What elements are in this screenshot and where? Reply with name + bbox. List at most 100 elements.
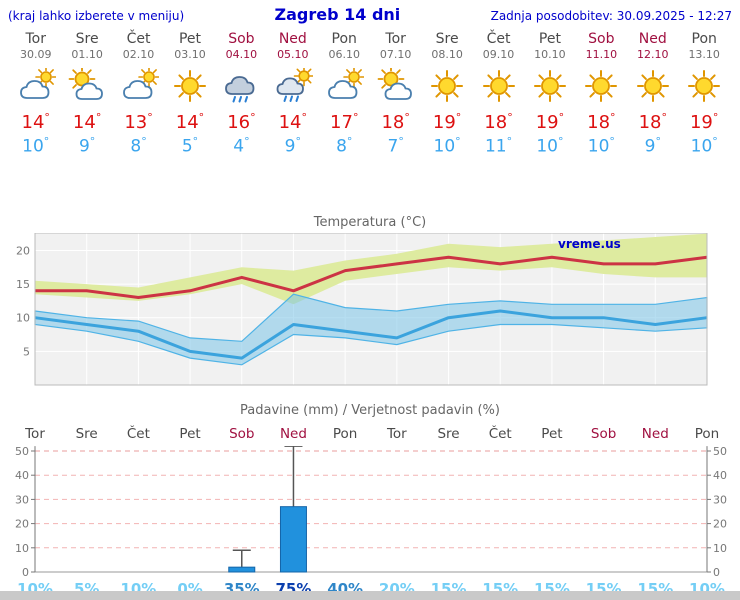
temp-y-label: 20 [16,244,30,257]
precip-y-label-right: 20 [713,517,727,530]
max-temp: 14° [21,111,50,133]
day-name: Pet [178,31,201,47]
min-temp: 9° [644,135,661,157]
precip-bar [228,566,256,573]
forecast-day[interactable]: Sob 04.10 16° 4° [216,31,267,157]
max-temp: 18° [381,111,410,133]
partly-cloudy-icon [61,66,112,106]
min-temp: 8° [130,135,147,157]
precipitation-chart-title: Padavine (mm) / Verjetnost padavin (%) [240,402,500,418]
day-date: 01.10 [71,48,103,61]
min-temp: 7° [387,135,404,157]
forecast-day[interactable]: Sre 08.10 19° 10° [421,31,472,157]
precip-day-label: Tor [386,425,407,442]
forecast-day[interactable]: Sre 01.10 14° 9° [61,31,112,157]
forecast-day[interactable]: Tor 30.09 14° 10° [10,31,61,157]
min-temp: 10° [587,135,615,157]
forecast-day[interactable]: Pon 13.10 19° 10° [678,31,729,157]
watermark: vreme.us [558,237,621,251]
temp-y-label: 15 [16,278,30,291]
forecast-day[interactable]: Sob 11.10 18° 10° [576,31,627,157]
mostly-cloudy-icon [113,66,164,106]
forecast-day[interactable]: Tor 07.10 18° 7° [370,31,421,157]
min_temp-line [34,309,708,360]
day-date: 13.10 [688,48,720,61]
precip-y-label-right: 50 [713,446,727,458]
precip-y-label-right: 30 [713,493,727,506]
mostly-cloudy-icon [10,66,61,106]
day-name: Ned [278,31,307,47]
max-temp: 14° [278,111,308,133]
day-name: Čet [486,31,511,47]
max-temp: 18° [484,111,513,133]
precip-day-label: Pon [694,425,720,442]
day-date: 06.10 [328,48,360,61]
min-temp: 10° [433,135,461,157]
precip-y-label-left: 0 [22,566,29,578]
temperature-chart-title: Temperatura (°C) [313,214,427,230]
temp-y-label: 5 [23,345,30,358]
footer-strip [0,591,740,600]
day-name: Tor [385,31,406,47]
max-temp: 18° [587,111,616,133]
precip-day-label: Sre [75,425,98,442]
precip-y-label-left: 20 [15,517,29,530]
forecast-day[interactable]: Čet 02.10 13° 8° [113,31,164,157]
last-update-label: Zadnja posodobitev: 30.09.2025 - 12:27 [490,9,732,23]
forecast-strip: Tor 30.09 14° 10° Sre 01.10 14° 9° Čet 02.10 13° 8°… [0,24,740,157]
day-name: Čet [126,31,151,47]
sunny-icon [473,66,524,106]
location-menu-hint: (kraj lahko izberete v meniju) [8,9,185,23]
day-name: Tor [25,31,46,47]
day-date: 07.10 [379,48,412,61]
day-date: 10.10 [534,48,566,61]
day-name: Sob [588,31,615,47]
max-temp: 14° [175,111,205,133]
forecast-day[interactable]: Čet 09.10 18° 11° [473,31,524,157]
precip-day-label: Sob [590,425,617,442]
day-name: Sre [435,31,459,47]
sunny-icon [421,66,472,106]
day-name: Sob [228,31,255,47]
day-date: 30.09 [19,48,52,61]
day-name: Ned [638,31,667,47]
precip-y-label-right: 0 [713,566,720,578]
precip-y-label-right: 40 [713,469,727,482]
sunny-icon [576,66,627,106]
forecast-day[interactable]: Ned 12.10 18° 9° [627,31,678,157]
min-temp: 4° [233,135,250,157]
max-temp: 19° [689,111,719,133]
precip-y-label-left: 30 [15,493,29,506]
max-temp: 16° [227,111,256,133]
page-title: Zagreb 14 dni [274,5,401,24]
precip-day-label: Ned [279,425,307,442]
precip-y-label-left: 40 [15,469,29,482]
forecast-day[interactable]: Pet 03.10 14° 5° [164,31,215,157]
day-date: 08.10 [431,48,463,61]
precip-day-label: Pet [541,425,563,442]
min-temp: 8° [336,135,353,157]
partly-cloudy-icon [370,66,421,106]
day-date: 05.10 [277,48,309,61]
day-date: 12.10 [637,48,669,61]
precip-day-label: Sob [229,425,255,442]
day-date: 11.10 [585,48,618,61]
precip-day-label: Pet [179,425,201,442]
temp-y-label: 10 [16,311,30,324]
precip-day-label: Pon [332,425,358,442]
min-temp: 9° [284,135,301,157]
day-date: 03.10 [174,48,206,61]
forecast-day[interactable]: Pet 10.10 19° 10° [524,31,575,157]
sunny-icon [678,66,729,106]
precip-bar [279,505,307,573]
rain-icon [216,66,267,106]
day-date: 04.10 [225,48,258,61]
precip-y-label-right: 10 [713,541,727,554]
showers-icon [267,66,318,106]
day-date: 09.10 [482,48,515,61]
max-temp: 14° [72,111,102,133]
forecast-day[interactable]: Pon 06.10 17° 8° [319,31,370,157]
forecast-day[interactable]: Ned 05.10 14° 9° [267,31,318,157]
precip-day-label: Ned [641,425,669,442]
